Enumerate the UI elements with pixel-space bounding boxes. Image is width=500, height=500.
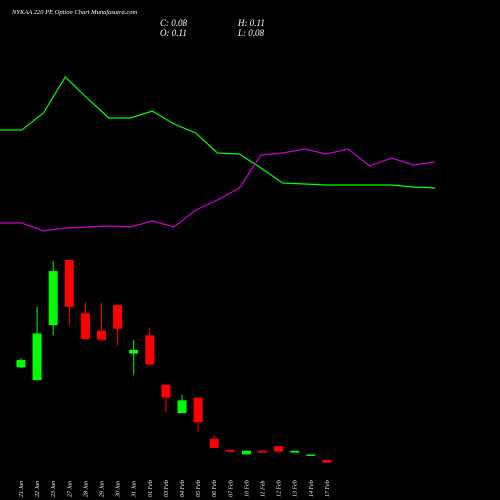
- candle-body: [32, 333, 42, 381]
- x-tick-label: 21 Jan: [19, 481, 25, 497]
- candle-body: [322, 459, 332, 463]
- x-tick-label: 31 Jan: [132, 481, 138, 498]
- x-tick-label: 10 Feb: [244, 480, 250, 497]
- candle-body: [97, 330, 106, 340]
- x-tick-label: 06 Feb: [212, 480, 218, 497]
- x-tick-label: 04 Feb: [179, 480, 186, 497]
- x-tick-label: 11 Feb: [261, 481, 267, 497]
- x-tick-label: 27 Jan: [67, 481, 73, 497]
- close-label: C: 0.08: [160, 18, 188, 28]
- candle-body: [16, 360, 26, 368]
- indicator-line: [0, 76, 436, 189]
- indicator-line: [0, 148, 436, 232]
- candle-body: [209, 438, 219, 448]
- candle-body: [258, 450, 267, 453]
- candle-body: [274, 446, 284, 452]
- candle-body: [290, 450, 300, 453]
- x-tick-label: 01 Feb: [148, 480, 154, 497]
- candle-body: [193, 397, 203, 423]
- candle-body: [129, 349, 139, 354]
- x-tick-label: 28 Jan: [83, 481, 89, 497]
- low-label: L: 0.08: [237, 28, 265, 38]
- candle-body: [48, 271, 58, 326]
- high-label: H: 0.11: [237, 18, 265, 28]
- candle-body: [145, 335, 155, 365]
- x-tick-label: 05 Feb: [196, 480, 202, 497]
- x-tick-label: 14 Feb: [308, 480, 315, 497]
- candle-body: [113, 305, 123, 329]
- x-tick-label: 12 Feb: [277, 480, 283, 497]
- candle-body: [80, 313, 90, 339]
- x-tick-label: 30 Jan: [116, 481, 122, 498]
- candle-body: [177, 400, 187, 414]
- x-tick-label: 29 Jan: [100, 481, 106, 497]
- candle-body: [225, 449, 235, 452]
- chart-title: NYKAA 220 PE Option Chart Munafasutra.co…: [11, 9, 137, 16]
- candle-body: [64, 260, 74, 307]
- candle-body: [241, 450, 251, 455]
- x-tick-label: 07 Feb: [228, 480, 234, 497]
- x-tick-label: 23 Jan: [51, 481, 57, 497]
- x-tick-label: 03 Feb: [164, 480, 170, 497]
- candle-body: [161, 384, 171, 398]
- x-tick-label: 22 Jan: [35, 481, 41, 497]
- candle-body: [306, 454, 316, 456]
- open-label: O: 0.11: [160, 28, 187, 38]
- x-tick-label: 13 Feb: [293, 480, 299, 497]
- x-tick-label: 17 Feb: [325, 480, 331, 497]
